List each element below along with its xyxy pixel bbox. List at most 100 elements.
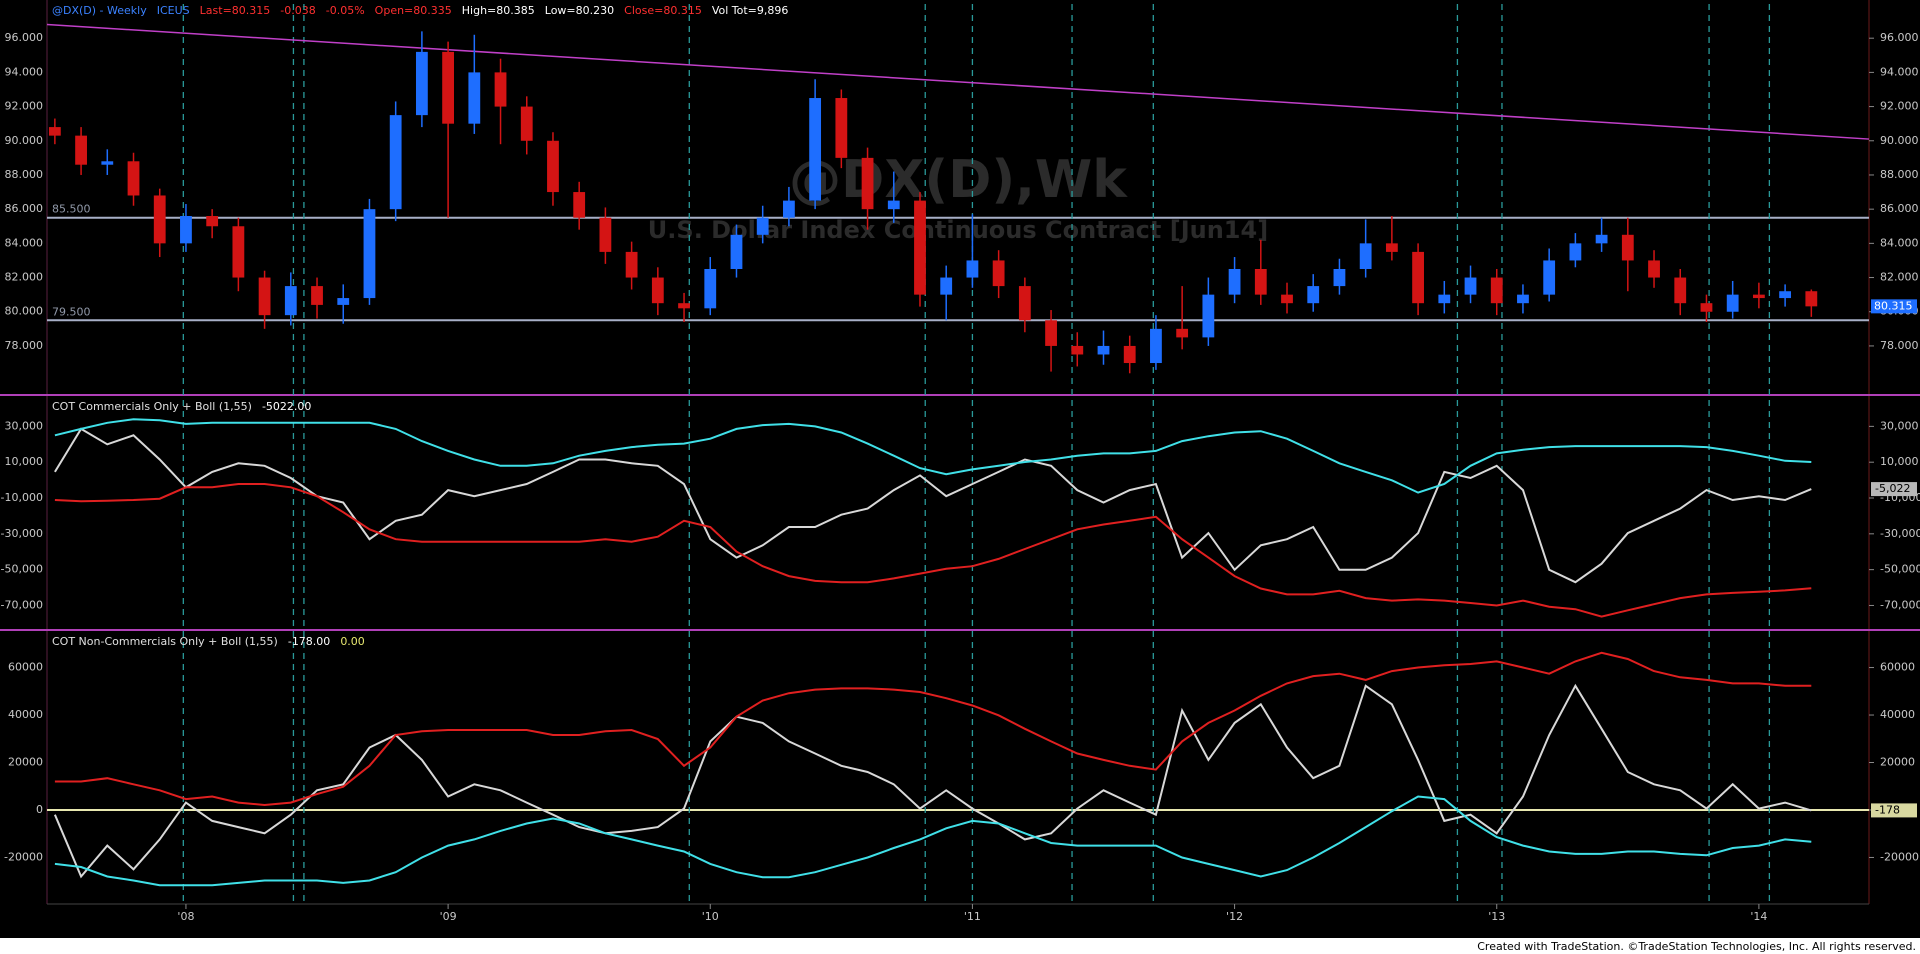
candle-body: [206, 215, 219, 227]
candle-body: [599, 217, 612, 252]
y-tick-label: 10,000: [5, 455, 44, 468]
candle-body: [520, 106, 533, 141]
y-tick-label: 10,000: [1880, 455, 1919, 468]
candle-body: [1543, 260, 1556, 295]
y-tick-label: 60000: [1880, 661, 1915, 674]
candle-body: [1490, 277, 1503, 304]
candle-body: [494, 72, 507, 107]
y-tick-label: 82.000: [1880, 271, 1919, 284]
candle-body: [153, 195, 166, 244]
y-tick-label: 78.000: [1880, 339, 1919, 352]
candle-body: [101, 161, 114, 165]
y-tick-label: 20000: [8, 756, 43, 769]
panel-title-value: 0.00: [340, 635, 365, 648]
last-value-marker: [1871, 482, 1917, 497]
candle-body: [1254, 268, 1267, 295]
candle-body: [1517, 294, 1529, 304]
last-price-marker: [1871, 299, 1917, 314]
candle-body: [1569, 243, 1582, 261]
y-tick-label: 94.000: [1880, 65, 1919, 78]
panel-title: COT Non-Commercials Only + Boll (1,55): [52, 635, 278, 648]
header-field: -0.05%: [326, 4, 365, 17]
candle-body: [311, 286, 323, 305]
x-tick-label: '14: [1750, 910, 1767, 923]
candle-body: [1438, 294, 1451, 304]
candle-body: [1202, 294, 1215, 338]
candle-body: [835, 98, 848, 158]
indicator-line: [54, 795, 1812, 887]
candle-body: [1018, 286, 1031, 321]
candle-body: [992, 260, 1005, 287]
last-price-label: 80.315: [1874, 299, 1913, 312]
y-tick-label: 84.000: [1880, 236, 1919, 249]
indicator-line: [54, 483, 1812, 618]
y-tick-label: 86.000: [1880, 202, 1919, 215]
x-tick-label: '08: [177, 910, 194, 923]
y-tick-label: -50,000: [1, 563, 43, 576]
candle-body: [1595, 234, 1608, 244]
candle-body: [75, 135, 87, 165]
candle-body: [127, 161, 140, 196]
panel-title-value: -178.00: [288, 635, 330, 648]
header-field: Last=80.315: [200, 4, 271, 17]
candle-body: [573, 192, 586, 218]
y-tick-label: 94.000: [5, 65, 44, 78]
candle-body: [1648, 260, 1660, 278]
header-field: Close=80.315: [624, 4, 702, 17]
candle-body: [1281, 294, 1293, 304]
candle-body: [730, 234, 743, 269]
y-tick-label: -30,000: [1, 527, 43, 540]
y-tick-label: 92.000: [1880, 100, 1919, 113]
candle-body: [180, 215, 192, 244]
candle-body: [756, 217, 769, 235]
y-tick-label: 40000: [8, 708, 43, 721]
y-tick-label: 78.000: [5, 339, 44, 352]
y-tick-label: 96.000: [5, 31, 44, 44]
reference-label: 79.500: [52, 305, 91, 318]
y-tick-label: 92.000: [5, 100, 44, 113]
candle-body: [415, 51, 428, 116]
candle-body: [284, 286, 297, 316]
candle-body: [547, 140, 559, 193]
y-tick-label: 20000: [1880, 756, 1915, 769]
x-tick-label: '11: [964, 910, 981, 923]
last-value-label: -5,022: [1875, 482, 1910, 495]
candle-body: [861, 157, 874, 210]
indicator-line: [54, 427, 1812, 584]
candle-body: [1805, 291, 1818, 307]
candle-body: [232, 226, 245, 278]
candle-body: [651, 277, 664, 304]
candle-body: [1752, 294, 1765, 299]
header-field: Vol Tot=9,896: [712, 4, 789, 17]
panel-title: COT Commercials Only + Boll (1,55): [52, 400, 252, 413]
candle-body: [468, 72, 481, 124]
candle-body: [625, 251, 638, 278]
candle-body: [1150, 328, 1162, 364]
candle-body: [1333, 268, 1346, 287]
y-tick-label: 84.000: [5, 236, 44, 249]
watermark-symbol: @DX(D),Wk: [789, 150, 1128, 210]
candle-body: [1097, 345, 1110, 355]
candle-body: [389, 115, 402, 210]
header-field: -0.038: [280, 4, 315, 17]
indicator-line: [53, 683, 1812, 879]
x-tick-label: '12: [1226, 910, 1243, 923]
last-value-marker: [1871, 803, 1917, 818]
indicator-line: [54, 418, 1812, 494]
candle-body: [783, 200, 795, 218]
candle-body: [940, 277, 953, 295]
y-tick-label: -20000: [4, 850, 43, 863]
y-tick-label: -70,000: [1880, 598, 1920, 611]
y-tick-label: 30,000: [5, 419, 44, 432]
last-value-label: -178: [1875, 803, 1900, 816]
candle-body: [1726, 294, 1739, 312]
panel-title-value: -5022.00: [262, 400, 311, 413]
candle-body: [704, 268, 717, 309]
candle-body: [363, 209, 376, 299]
candle-body: [1700, 303, 1713, 312]
y-tick-label: 80.000: [5, 305, 44, 318]
trendline: [46, 23, 1870, 140]
watermark: @DX(D),Wk U.S. Dollar Index Continuous C…: [648, 150, 1268, 244]
